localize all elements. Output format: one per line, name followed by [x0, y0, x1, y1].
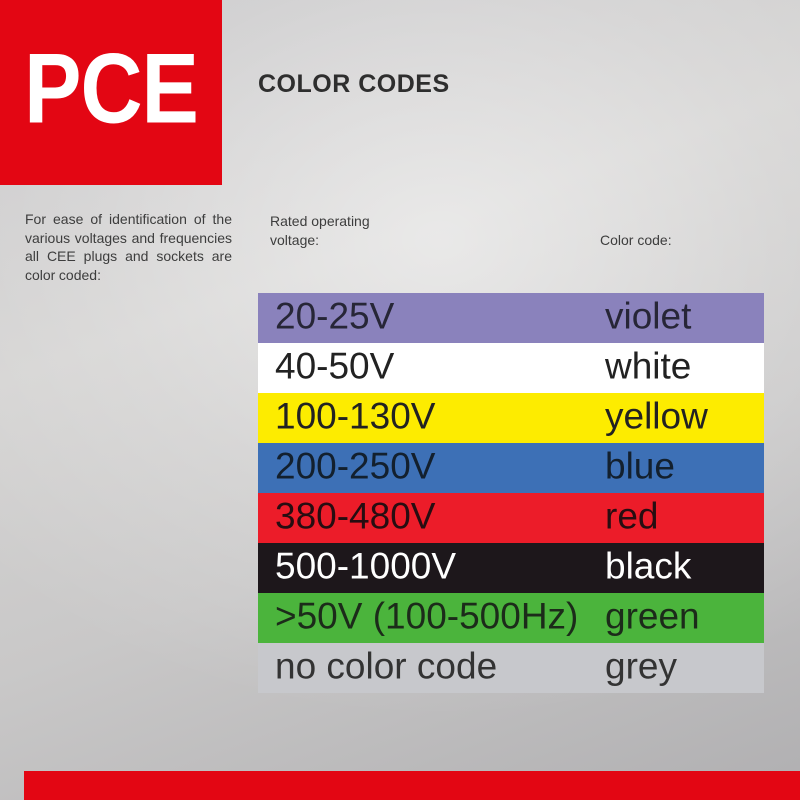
band-voltage-label: 40-50V — [275, 345, 395, 387]
table-row: no color code grey — [258, 643, 764, 693]
band-color-name: green — [605, 595, 700, 637]
band-color-name: red — [605, 495, 659, 537]
band-voltage-label: 100-130V — [275, 395, 436, 437]
band-color-name: black — [605, 545, 692, 587]
band-voltage-label: no color code — [275, 645, 498, 687]
band-color-name: blue — [605, 445, 675, 487]
band-voltage-label: 20-25V — [275, 295, 395, 337]
band-voltage-label: >50V (100-500Hz) — [275, 595, 579, 637]
band-color-name: grey — [605, 645, 677, 687]
table-row: 380-480V red — [258, 493, 764, 543]
table-row: 500-1000V black — [258, 543, 764, 593]
brand-logo: PCE — [0, 0, 222, 185]
color-column-header: Color code: — [600, 232, 672, 248]
color-table: 20-25V violet 40-50V white 100-130V yell… — [258, 293, 764, 693]
intro-text: For ease of identification of the variou… — [25, 211, 232, 283]
band-color-name: yellow — [605, 395, 708, 437]
band-voltage-label: 500-1000V — [275, 545, 457, 587]
band-color-name: white — [605, 345, 692, 387]
band-voltage-label: 380-480V — [275, 495, 436, 537]
band-color-name: violet — [605, 295, 692, 337]
table-row: 40-50V white — [258, 343, 764, 393]
footer-red-bar — [24, 771, 800, 800]
table-row: 100-130V yellow — [258, 393, 764, 443]
brand-logo-text: PCE — [24, 33, 199, 144]
voltage-column-header: Rated operating voltage: — [270, 213, 370, 248]
color-table-rows: 20-25V violet 40-50V white 100-130V yell… — [258, 293, 764, 693]
table-row: >50V (100-500Hz) green — [258, 593, 764, 643]
band-voltage-label: 200-250V — [275, 445, 436, 487]
page-title: COLOR CODES — [258, 70, 450, 98]
table-row: 20-25V violet — [258, 293, 764, 343]
table-row: 200-250V blue — [258, 443, 764, 493]
